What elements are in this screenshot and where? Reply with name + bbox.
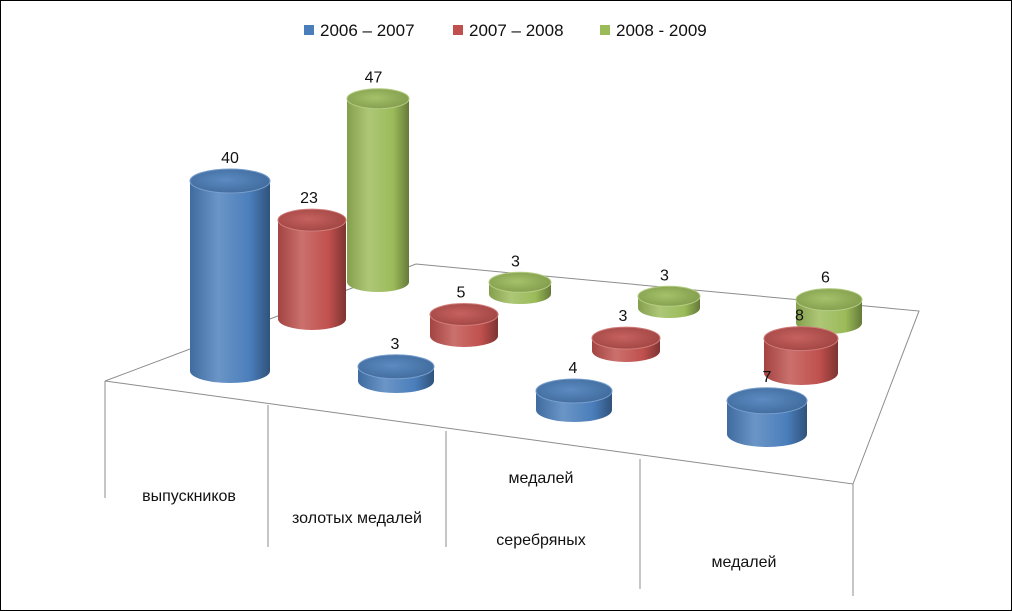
bar-body [278, 220, 346, 330]
bar-top [726, 387, 808, 415]
bar: 4 [535, 360, 613, 422]
category-label: выпускников [142, 488, 236, 505]
bar-top [429, 303, 499, 326]
data-label: 47 [365, 70, 383, 87]
bar: 23 [277, 190, 347, 330]
bar-top [189, 168, 271, 194]
bar-top [535, 378, 613, 404]
bar: 47 [346, 70, 410, 292]
data-label: 5 [457, 285, 466, 302]
bar-top [591, 326, 661, 350]
bar-top [637, 285, 701, 307]
bar: 7 [726, 369, 808, 447]
bar: 40 [189, 150, 271, 383]
bar: 6 [795, 270, 863, 334]
data-label: 8 [795, 308, 804, 325]
bar-body [764, 338, 838, 385]
data-label: 3 [619, 308, 628, 325]
category-label: серебряных [496, 532, 585, 549]
data-label: 3 [391, 336, 400, 353]
bar-top [763, 326, 839, 352]
legend-item-label: 2006 – 2007 [320, 21, 415, 40]
legend-item-label: 2007 – 2008 [469, 21, 564, 40]
bar-top [346, 88, 410, 110]
bar: 3 [637, 267, 701, 318]
data-label: 23 [300, 190, 318, 207]
legend-item-label: 2008 - 2009 [616, 21, 707, 40]
data-label: 3 [511, 253, 520, 270]
legend-swatch [304, 25, 314, 35]
bar: 3 [357, 336, 435, 393]
data-label: 7 [763, 369, 772, 386]
legend-swatch [600, 25, 610, 35]
bar: 3 [591, 308, 661, 362]
bar: 3 [488, 253, 552, 304]
bar-body [190, 181, 270, 383]
data-label: 3 [660, 267, 669, 284]
data-label: 4 [569, 360, 578, 377]
bar-body [347, 98, 409, 292]
legend-swatch [453, 25, 463, 35]
bar-top [795, 288, 863, 312]
legend: 2006 – 2007 2007 – 2008 2008 - 2009 [304, 21, 707, 40]
bar-top [488, 271, 552, 293]
category-label: золотых медалей [292, 510, 422, 527]
bar: 5 [429, 285, 499, 347]
bar: 8 [763, 308, 839, 385]
bar-top [277, 208, 347, 232]
category-axis: выпускников золотых медалей медалей серебря… [142, 470, 776, 571]
category-label: медалей [712, 554, 777, 571]
bar-top [357, 354, 435, 380]
data-label: 6 [821, 270, 830, 287]
category-label: медалей [509, 470, 574, 487]
data-label: 40 [221, 150, 239, 167]
